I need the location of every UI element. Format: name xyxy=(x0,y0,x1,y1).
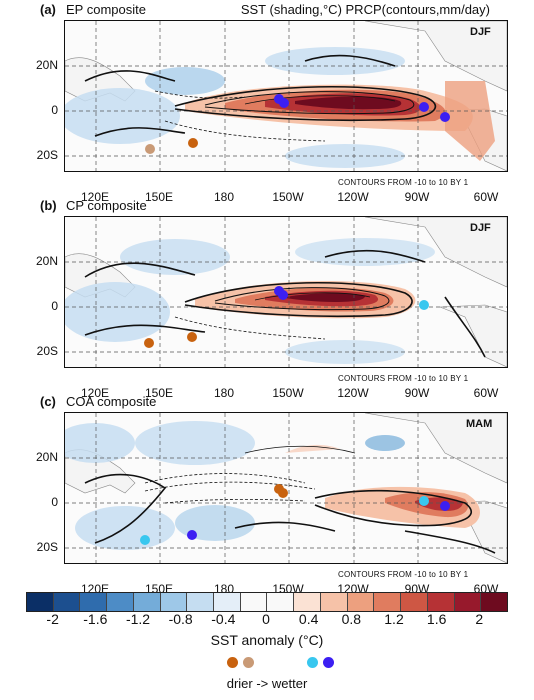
colorbar-swatch xyxy=(481,593,507,611)
colorbar-tick-label: 2 xyxy=(475,611,484,627)
y-tick: 20N xyxy=(35,58,58,72)
colorbar-swatch xyxy=(133,593,161,611)
x-tick: 180 xyxy=(213,386,235,400)
panel-coa-composite: (c) COA composite xyxy=(0,392,534,596)
colorbar-tick-label: 1.6 xyxy=(426,611,447,627)
colorbar-tick-label: 0.8 xyxy=(341,611,362,627)
legend-dot xyxy=(307,657,318,668)
panel-title: CP composite xyxy=(66,198,147,213)
colorbar-tick-label: 1.2 xyxy=(384,611,404,627)
contour-note: CONTOURS FROM -10 to 10 BY 1 xyxy=(338,178,469,187)
colorbar-swatch xyxy=(347,593,375,611)
x-tick: 90W xyxy=(404,190,430,204)
colorbar-tick-label: 0 xyxy=(262,611,270,627)
panel-title: EP composite xyxy=(66,2,146,17)
map-cp xyxy=(64,216,508,368)
colorbar-swatch xyxy=(80,593,108,611)
colorbar-tick-label: -1.2 xyxy=(125,611,151,627)
colorbar-swatch xyxy=(107,593,134,611)
season-label: MAM xyxy=(466,418,493,430)
x-tick: 120E xyxy=(80,190,110,204)
colorbar-swatch xyxy=(187,593,215,611)
figure-title: SST (shading,°C) PRCP(contours,mm/day) xyxy=(240,2,490,17)
y-tick: 20N xyxy=(35,450,58,464)
y-tick: 20S xyxy=(36,148,58,162)
x-tick: 150W xyxy=(272,190,304,204)
x-tick: 150E xyxy=(144,386,174,400)
x-tick: 150W xyxy=(272,386,304,400)
panel-cp-composite: (b) CP composite xyxy=(0,196,534,400)
colorbar-tick-label: -0.4 xyxy=(211,611,236,627)
x-tick: 120W xyxy=(337,190,369,204)
colorbar-swatch xyxy=(427,593,455,611)
colorbar-swatch xyxy=(267,593,295,611)
y-tick: 0 xyxy=(51,495,58,509)
y-tick: 0 xyxy=(51,103,58,117)
colorbar-swatch xyxy=(374,593,402,611)
colorbar-swatch xyxy=(53,593,81,611)
x-tick: 150E xyxy=(144,190,174,204)
y-tick: 20S xyxy=(36,344,58,358)
wetness-legend-text: drier -> wetter xyxy=(226,676,308,691)
map-ep xyxy=(64,20,508,172)
colorbar-swatch xyxy=(240,593,268,611)
panel-tag: (a) xyxy=(40,2,56,17)
colorbar-tick-label: 0.4 xyxy=(298,611,319,627)
panel-title: COA composite xyxy=(66,394,157,409)
y-tick: 20N xyxy=(35,254,58,268)
colorbar-tick-label: -1.6 xyxy=(83,611,108,627)
legend-dot xyxy=(243,657,254,668)
colorbar-swatch xyxy=(27,593,54,611)
panel-tag: (c) xyxy=(40,394,56,409)
map-coa xyxy=(64,412,508,564)
colorbar-swatch xyxy=(160,593,188,611)
x-tick: 180 xyxy=(213,190,235,204)
colorbar-title: SST anomaly (°C) xyxy=(210,632,324,648)
x-tick: 90W xyxy=(404,386,430,400)
colorbar-tick-label: -2 xyxy=(46,611,59,627)
colorbar-swatch xyxy=(294,593,321,611)
colorbar-swatch xyxy=(214,593,241,611)
season-label: DJF xyxy=(470,222,491,234)
contour-note: CONTOURS FROM -10 to 10 BY 1 xyxy=(338,570,469,579)
contour-note: CONTOURS FROM -10 to 10 BY 1 xyxy=(338,374,469,383)
x-tick: 60W xyxy=(473,190,499,204)
panel-tag: (b) xyxy=(40,198,57,213)
season-label: DJF xyxy=(470,26,491,38)
x-tick: 120E xyxy=(80,386,110,400)
colorbar-swatch xyxy=(401,593,428,611)
colorbar-tick-label: -0.8 xyxy=(168,611,193,627)
x-tick: 120W xyxy=(337,386,369,400)
y-tick: 0 xyxy=(51,299,58,313)
x-tick: 60W xyxy=(473,386,499,400)
colorbar-swatch xyxy=(454,593,482,611)
sst-colorbar xyxy=(26,592,508,612)
panel-ep-composite: (a) EP composite SST (shading,°C) PRCP(c… xyxy=(0,0,534,204)
legend-dot xyxy=(323,657,334,668)
legend-dot xyxy=(227,657,238,668)
y-tick: 20S xyxy=(36,540,58,554)
colorbar-swatch xyxy=(320,593,348,611)
